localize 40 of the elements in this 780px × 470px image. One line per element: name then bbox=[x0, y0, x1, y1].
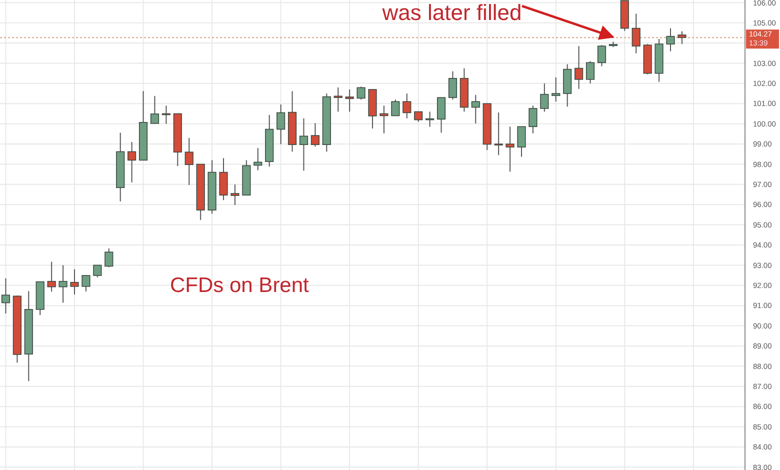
candlestick bbox=[436, 97, 446, 134]
annotation: CFDs on Brent bbox=[170, 274, 310, 297]
candlestick bbox=[356, 86, 366, 100]
candlestick bbox=[391, 99, 400, 116]
candlestick bbox=[517, 126, 526, 158]
candlestick bbox=[528, 105, 538, 134]
annotation: was later filled bbox=[381, 0, 522, 25]
candlestick bbox=[310, 122, 320, 148]
candlestick bbox=[552, 76, 560, 102]
candlestick bbox=[632, 13, 640, 54]
candlestick bbox=[597, 44, 606, 67]
candlestick bbox=[540, 82, 549, 112]
candlestick bbox=[345, 88, 354, 112]
candlestick bbox=[494, 112, 503, 156]
candlestick bbox=[104, 248, 114, 268]
candlestick bbox=[574, 46, 584, 90]
candlestick bbox=[448, 70, 458, 100]
candlestick bbox=[299, 118, 308, 172]
candlestick bbox=[82, 274, 90, 292]
candlestick bbox=[128, 141, 136, 183]
candlestick bbox=[254, 148, 262, 171]
candlestick bbox=[506, 126, 514, 172]
candlestick bbox=[58, 264, 68, 304]
candlestick bbox=[93, 264, 102, 278]
candlestick bbox=[380, 105, 388, 134]
candlestick bbox=[402, 93, 412, 119]
candlestick bbox=[586, 60, 595, 84]
candlestick bbox=[47, 261, 56, 292]
candlestick bbox=[471, 94, 480, 124]
candlestick bbox=[150, 95, 160, 124]
candlestick bbox=[70, 268, 79, 295]
candlestick bbox=[184, 137, 194, 186]
candlestick bbox=[414, 111, 423, 122]
candlestick bbox=[276, 104, 286, 145]
candlestick bbox=[666, 28, 675, 52]
candlestick bbox=[219, 158, 228, 201]
candlestick bbox=[334, 86, 342, 112]
candlestick bbox=[678, 30, 686, 45]
candlestick bbox=[230, 184, 240, 206]
candlestick bbox=[1, 278, 10, 314]
